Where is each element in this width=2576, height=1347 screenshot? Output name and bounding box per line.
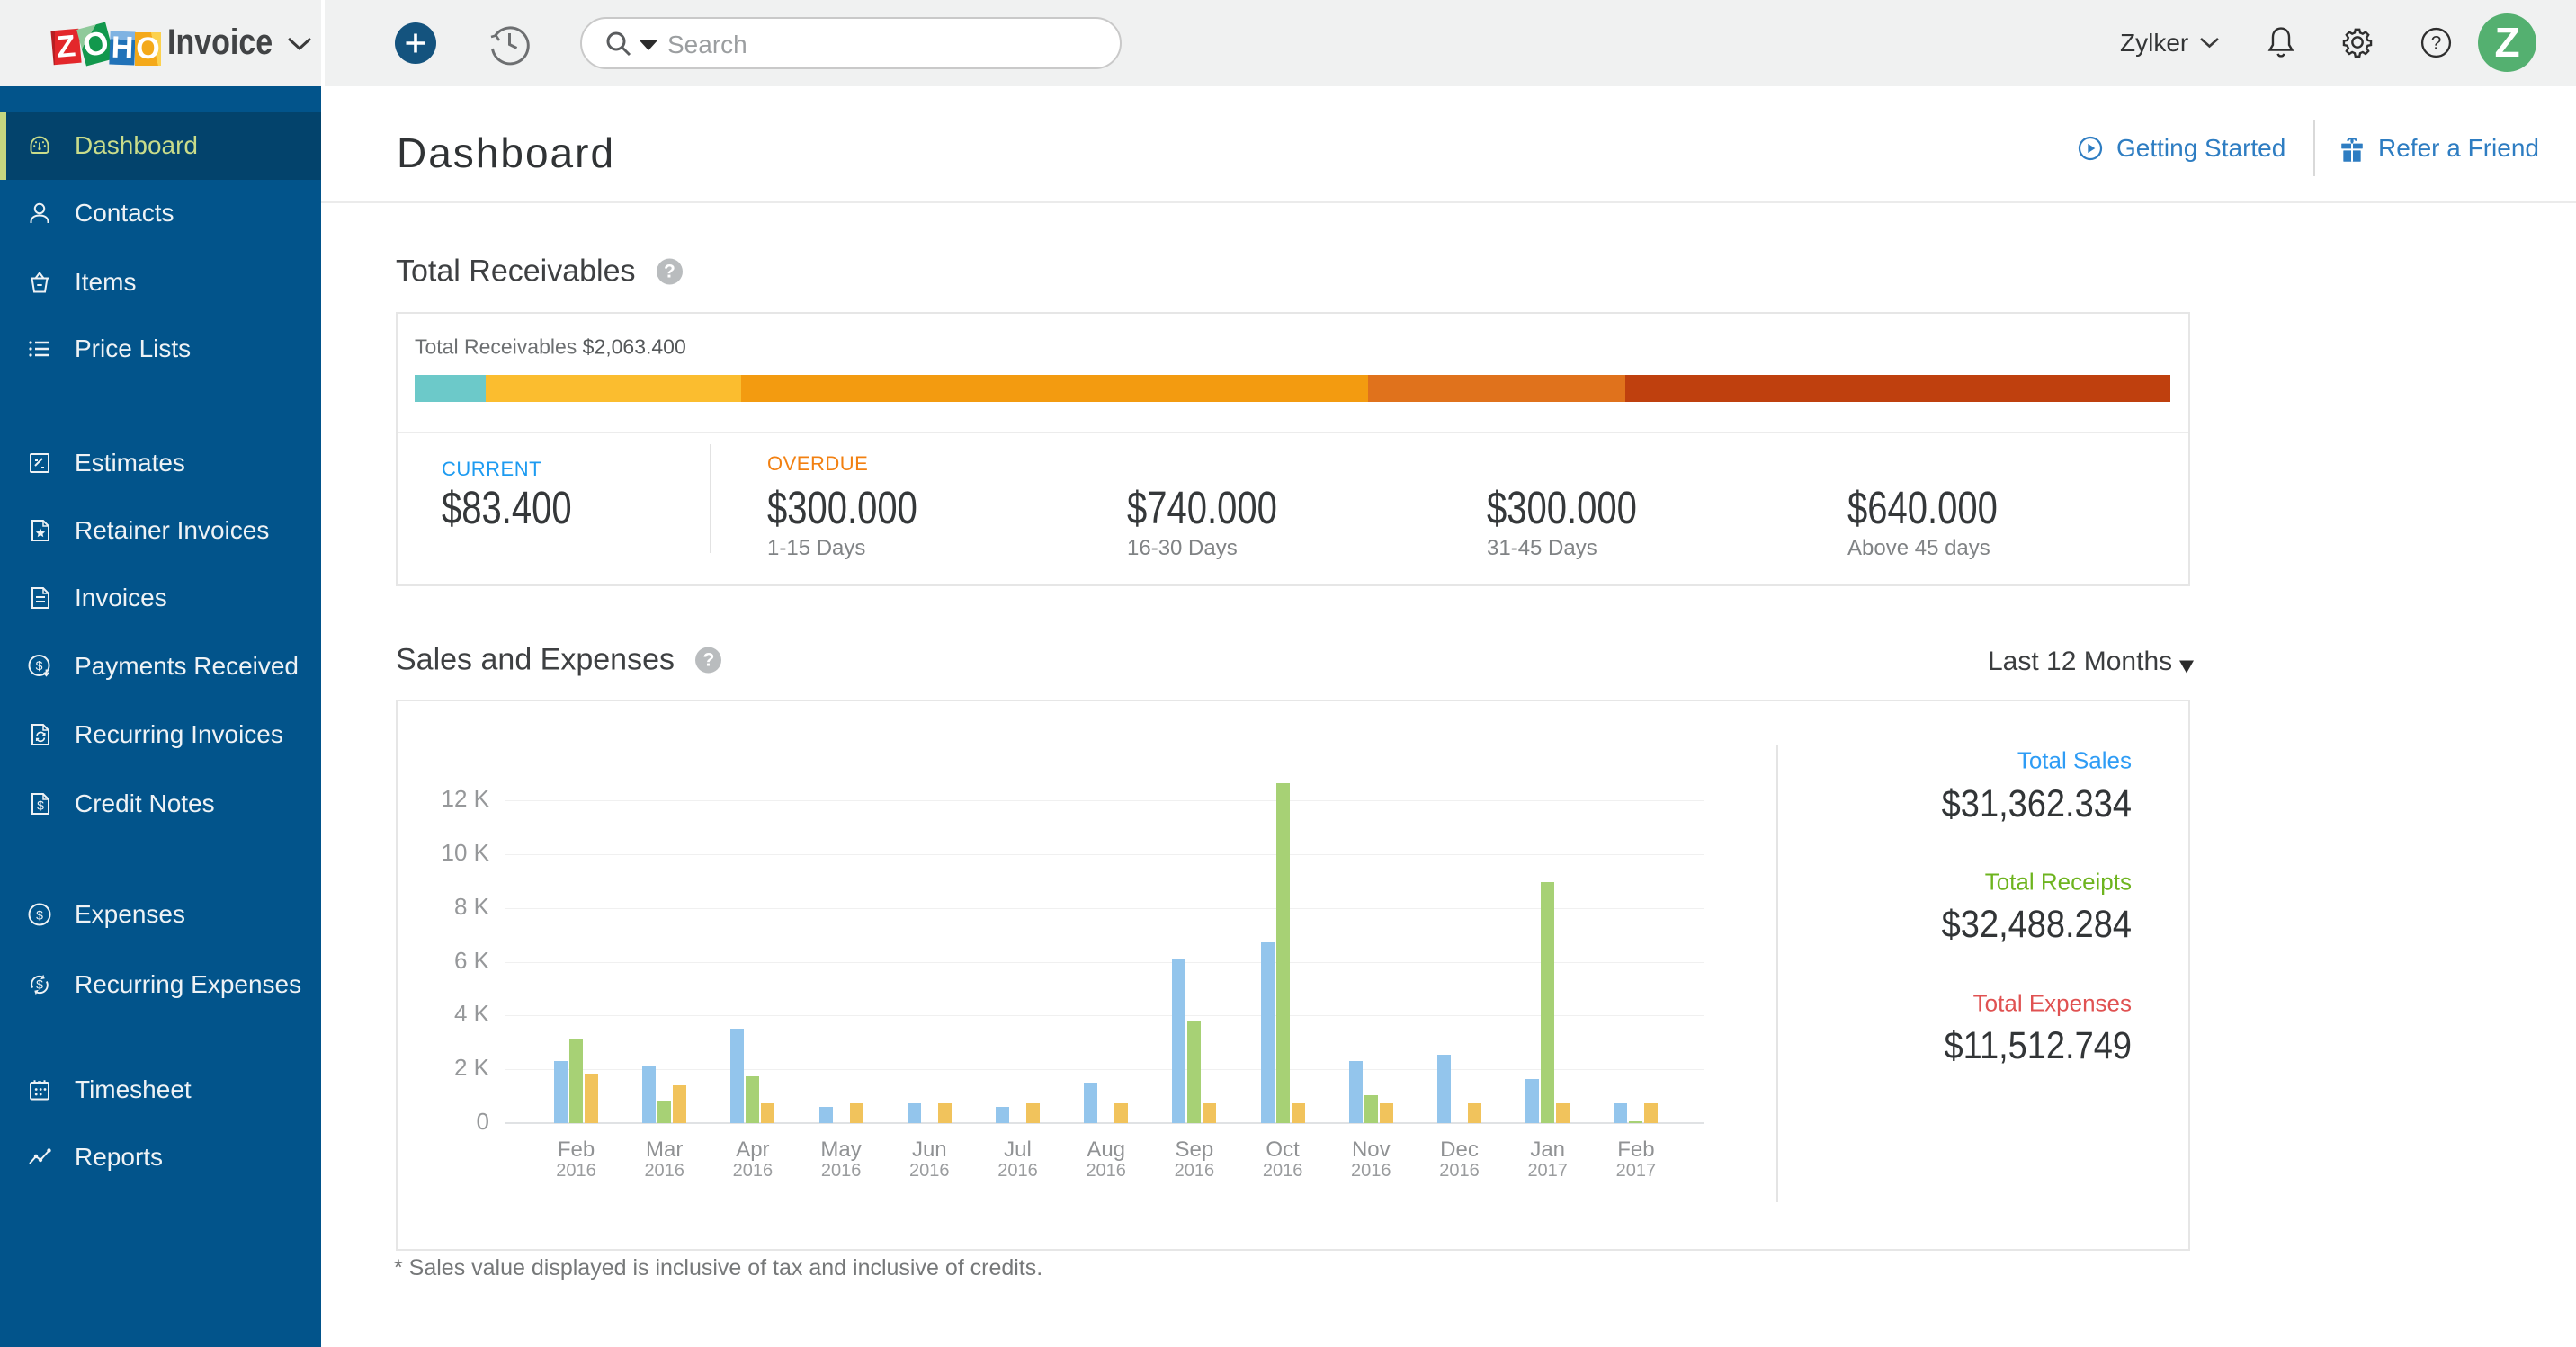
- svg-text:$: $: [36, 658, 43, 673]
- svg-text:$: $: [36, 977, 43, 992]
- svg-text:$: $: [36, 908, 43, 923]
- svg-text:?: ?: [2431, 33, 2442, 54]
- svg-text:$: $: [37, 798, 44, 813]
